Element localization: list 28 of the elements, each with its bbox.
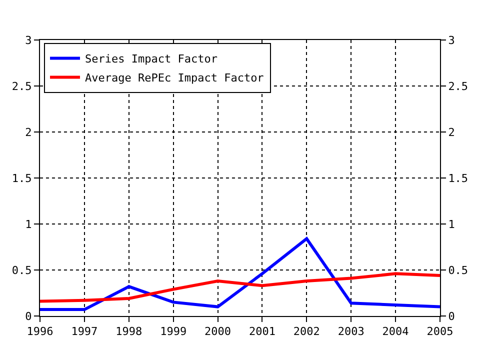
x-tick-label: 2000 <box>204 325 232 338</box>
y2-tick-label: 3 <box>448 34 455 47</box>
y2-tick-label: 0 <box>448 310 455 323</box>
legend-label: Series Impact Factor <box>85 52 218 66</box>
x-tick-label: 2005 <box>426 325 454 338</box>
x-tick-label: 1996 <box>26 325 54 338</box>
y2-tick-label: 2.5 <box>448 80 468 93</box>
y-tick-label: 0.5 <box>12 264 32 277</box>
line-series <box>40 237 440 312</box>
x-tick-label: 2001 <box>248 325 276 338</box>
x-tick-label: 2002 <box>293 325 320 338</box>
legend-label: Average RePEc Impact Factor <box>85 72 264 85</box>
y2-tick-label: 1.5 <box>448 172 468 185</box>
x-tick-label: 1997 <box>71 325 98 338</box>
x-tick-label: 2003 <box>338 325 364 338</box>
x-tick-label: 2004 <box>382 325 410 338</box>
y-tick-label: 2.5 <box>12 80 32 93</box>
y-tick-label: 1.5 <box>12 172 32 185</box>
line-series <box>40 272 440 303</box>
y2-tick-label: 1 <box>448 218 455 231</box>
y-tick-label: 2 <box>25 126 32 139</box>
y-tick-label: 3 <box>25 34 32 47</box>
x-tick-label: 1998 <box>116 325 142 338</box>
y-tick-label: 1 <box>25 218 32 231</box>
y-tick-label: 0 <box>25 310 32 323</box>
x-tick-label: 1999 <box>160 325 187 338</box>
y2-tick-label: 0.5 <box>448 264 468 277</box>
y2-tick-label: 2 <box>448 126 455 139</box>
